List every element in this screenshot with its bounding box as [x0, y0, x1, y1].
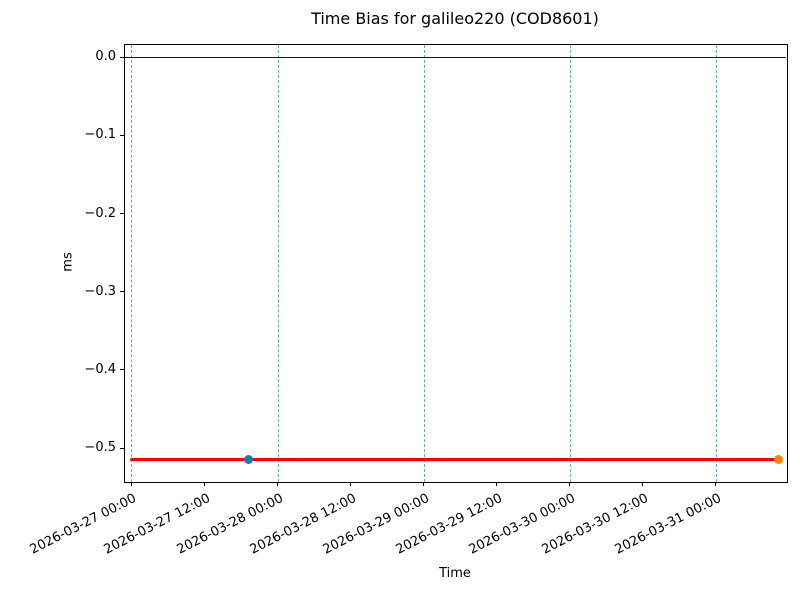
y-tick-label: −0.5: [84, 440, 116, 456]
y-tick-mark: [120, 447, 124, 449]
x-tick-mark: [423, 482, 425, 486]
x-tick-mark: [642, 482, 644, 486]
vertical-gridline: [569, 45, 571, 482]
x-tick-mark: [277, 482, 279, 486]
x-tick-mark: [569, 482, 571, 486]
last-epoch-marker: [774, 455, 784, 465]
y-tick-mark: [120, 56, 124, 58]
y-tick-label: −0.1: [84, 127, 116, 143]
y-tick-label: −0.2: [84, 205, 116, 221]
x-tick-mark: [204, 482, 206, 486]
y-tick-label: −0.3: [84, 283, 116, 299]
vertical-gridline: [715, 45, 717, 482]
y-tick-mark: [120, 369, 124, 371]
x-tick-mark: [350, 482, 352, 486]
first-epoch-marker: [244, 455, 254, 465]
y-tick-label: 0.0: [95, 49, 116, 65]
y-tick-mark: [120, 134, 124, 136]
x-axis-label: Time: [439, 566, 471, 581]
time-bias-line: [129, 458, 779, 462]
chart-title: Time Bias for galileo220 (COD8601): [311, 9, 599, 28]
x-tick-mark: [496, 482, 498, 486]
y-tick-label: −0.4: [84, 361, 116, 377]
y-axis-label: ms: [60, 252, 76, 272]
vertical-gridline: [131, 45, 133, 482]
x-tick-mark: [130, 482, 132, 486]
vertical-gridline: [277, 45, 279, 482]
zero-reference-line: [124, 56, 786, 59]
plot-area: [124, 44, 788, 483]
x-tick-mark: [715, 482, 717, 486]
y-tick-mark: [120, 213, 124, 215]
y-tick-mark: [120, 291, 124, 293]
vertical-gridline: [423, 45, 425, 482]
